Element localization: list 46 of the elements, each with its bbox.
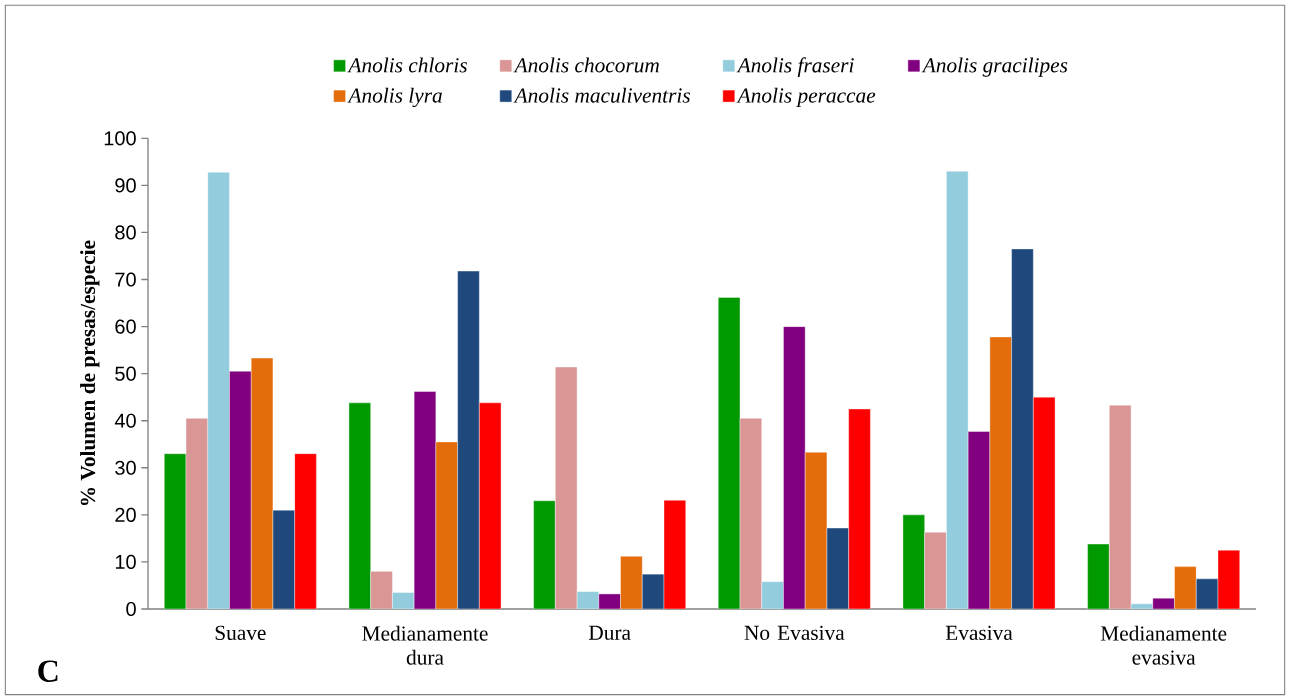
bar xyxy=(902,514,925,609)
text: C xyxy=(38,660,58,682)
bar xyxy=(783,326,806,609)
bar xyxy=(620,556,643,609)
y-tick-label: 10 xyxy=(115,554,136,569)
x-tick-label: Medianamente dura xyxy=(362,625,488,665)
bar xyxy=(251,357,274,609)
bar xyxy=(1174,566,1197,609)
y-tick-label: 0 xyxy=(126,601,136,617)
x-tick-label: Suave xyxy=(215,625,266,641)
y-tick-label: 50 xyxy=(115,366,136,381)
bar xyxy=(826,527,849,609)
bar xyxy=(533,500,556,609)
bar xyxy=(457,270,480,609)
bar xyxy=(272,509,295,609)
y-tick-label: 40 xyxy=(114,413,136,428)
bar xyxy=(1087,543,1110,609)
x-tick-label: Evasiva xyxy=(945,625,1013,641)
y-axis-title: % Volumen de presas/especie xyxy=(80,240,100,506)
y-tick-label: 60 xyxy=(115,319,136,334)
legend-label: Anolis gracilipes xyxy=(921,57,1068,77)
legend-label: Anolis maculiventris xyxy=(513,87,690,103)
bar xyxy=(967,431,991,609)
bar xyxy=(229,371,252,609)
legend-label: Anolis peraccae xyxy=(736,87,876,108)
bar xyxy=(348,402,371,609)
x-tick-label: Dura xyxy=(588,625,631,640)
y-tick-label: 70 xyxy=(115,272,136,287)
bar xyxy=(805,452,828,609)
bar xyxy=(718,297,741,609)
y-tick-label: 30 xyxy=(115,460,136,475)
legend-label: Anolis chocorum xyxy=(513,57,659,73)
x-tick-label: Medianamente evasiva xyxy=(1100,625,1227,665)
x-tick-label: No Evasiva xyxy=(744,625,845,641)
y-tick-label: 100 xyxy=(104,131,136,146)
bar xyxy=(989,336,1012,609)
legend-label: Anolis fraseri xyxy=(736,57,854,77)
y-tick-label: 80 xyxy=(115,225,136,240)
legend-label: Anolis lyra xyxy=(347,87,442,108)
bar xyxy=(1011,248,1034,609)
bar xyxy=(435,441,458,609)
bar xyxy=(164,453,187,609)
bar xyxy=(413,391,437,609)
legend-label: Anolis chloris xyxy=(347,57,467,73)
y-tick-label: 20 xyxy=(115,507,136,522)
y-tick-label: 90 xyxy=(115,178,136,193)
